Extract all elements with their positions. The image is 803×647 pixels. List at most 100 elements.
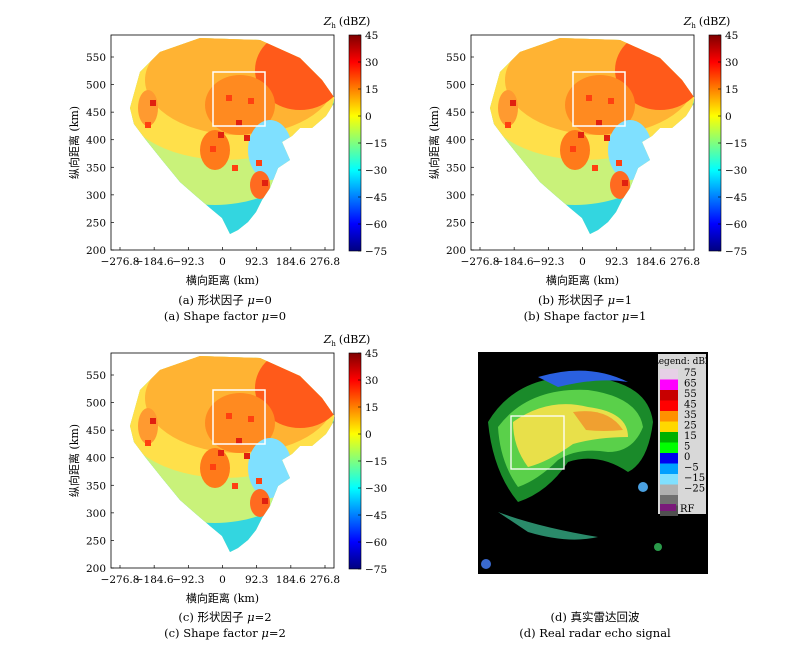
- radar-legend-swatch-4: [660, 411, 678, 422]
- radar-legend-value-1: 65: [684, 379, 697, 390]
- colorbar-title-b: Zh (dBZ): [683, 15, 731, 30]
- x-tick-label-a-6: 276.8: [310, 256, 340, 268]
- colorbar-tick-label-b-3: 0: [725, 111, 732, 123]
- radar-logo-icon: [481, 559, 491, 569]
- colorbar-tick-label-b-0: 45: [725, 30, 738, 42]
- colorbar-tick-label-b-1: 30: [725, 57, 738, 69]
- caption-b-cn-val: =1: [615, 293, 633, 307]
- colorbar-tick-label-b-7: −60: [725, 219, 747, 231]
- y-axis-label-c: 纵向距离 (km): [67, 424, 81, 497]
- y-tick-label-c-1: 500: [86, 398, 106, 410]
- colorbar-tick-label-c-4: −15: [365, 456, 387, 468]
- colorbar-tick-label-c-5: −30: [365, 483, 387, 495]
- radar-legend-value-5: 25: [684, 421, 697, 432]
- y-tick-label-a-2: 450: [86, 107, 106, 119]
- radar-legend-swatch-7: [660, 442, 678, 453]
- x-axis-label-a: 横向距离 (km): [186, 273, 259, 287]
- caption-b-cn-prefix: (b) 形状因子: [537, 293, 608, 307]
- y-tick-label-b-0: 550: [446, 52, 466, 64]
- radar-legend-swatch-5: [660, 421, 678, 432]
- y-tick-label-a-3: 400: [86, 135, 106, 147]
- colorbar-tick-label-b-5: −30: [725, 165, 747, 177]
- colorbar-tick-label-b-4: −15: [725, 138, 747, 150]
- highlight-box-b: [572, 71, 626, 127]
- caption-d-cn: (d) 真实雷达回波: [550, 610, 640, 624]
- colorbar-tick-label-a-3: 0: [365, 111, 372, 123]
- y-tick-label-a-7: 200: [86, 245, 106, 257]
- colorbar-tick-label-c-3: 0: [365, 429, 372, 441]
- radar-legend-value-9: −5: [684, 463, 699, 474]
- radar-legend-swatch-9: [660, 463, 678, 474]
- caption-c-en: (c) Shape factor μ=2: [100, 625, 350, 641]
- highlight-box-a: [212, 71, 266, 127]
- caption-b-en-prefix: (b) Shape factor: [523, 309, 622, 323]
- y-axis-label-a: 纵向距离 (km): [67, 106, 81, 179]
- colorbar-tick-label-c-8: −75: [365, 564, 387, 576]
- y-tick-label-c-3: 400: [86, 453, 106, 465]
- radar-legend-value-8: 0: [684, 452, 690, 463]
- y-tick-label-a-5: 300: [86, 190, 106, 202]
- colorbar-tick-label-a-8: −75: [365, 246, 387, 258]
- y-tick-label-c-5: 300: [86, 508, 106, 520]
- caption-c-cn-val: =2: [254, 610, 272, 624]
- caption-b: (b) 形状因子 μ=1 (b) Shape factor μ=1: [460, 292, 710, 324]
- radar-legend-value-4: 35: [684, 410, 697, 421]
- x-tick-label-b-5: 184.6: [636, 256, 666, 268]
- radar-legend-value-2: 55: [684, 389, 697, 400]
- x-tick-label-c-4: 92.3: [245, 574, 268, 586]
- radar-legend-swatch-11: [660, 484, 678, 495]
- caption-d-en: (d) Real radar echo signal: [519, 626, 671, 640]
- colorbar-tick-label-a-6: −45: [365, 192, 387, 204]
- y-tick-label-b-4: 350: [446, 162, 466, 174]
- colorbar-tick-label-a-0: 45: [365, 30, 378, 42]
- caption-a-en-prefix: (a) Shape factor: [163, 309, 262, 323]
- y-tick-label-b-1: 500: [446, 80, 466, 92]
- x-tick-label-b-3: 0: [579, 256, 586, 268]
- colorbar-tick-label-c-6: −45: [365, 510, 387, 522]
- x-tick-label-a-2: −92.3: [172, 256, 204, 268]
- colorbar-tick-label-c-2: 15: [365, 402, 378, 414]
- plot-b: −276.8−184.6−92.3 0 92.3 184.6 276.8 550 500 45…: [427, 15, 747, 287]
- radar-legend-value-11: −25: [684, 484, 705, 495]
- x-tick-label-a-1: −184.6: [135, 256, 174, 268]
- radar-legend-swatch-12: [660, 495, 678, 506]
- highlight-box-c: [212, 389, 266, 445]
- x-tick-label-b-1: −184.6: [495, 256, 534, 268]
- y-tick-label-c-4: 350: [86, 480, 106, 492]
- colorbar-tick-label-c-7: −60: [365, 537, 387, 549]
- y-tick-label-c-0: 550: [86, 370, 106, 382]
- x-tick-label-b-6: 276.8: [670, 256, 700, 268]
- x-tick-label-c-5: 184.6: [276, 574, 306, 586]
- caption-d: (d) 真实雷达回波 (d) Real radar echo signal: [470, 609, 720, 641]
- caption-c-cn: (c) 形状因子 μ=2: [100, 609, 350, 625]
- colorbar-tick-label-a-7: −60: [365, 219, 387, 231]
- colorbar-tick-label-c-1: 30: [365, 375, 378, 387]
- y-tick-label-c-6: 250: [86, 535, 106, 547]
- y-axis-label-b: 纵向距离 (km): [427, 106, 441, 179]
- y-tick-label-c-2: 450: [86, 425, 106, 437]
- colorbar-title-a: Zh (dBZ): [323, 15, 371, 30]
- x-tick-label-a-5: 184.6: [276, 256, 306, 268]
- panel-d: Legend: dBZ 75 65 55 45 35 25 15 5 0 −5 −15 −25 RF: [478, 352, 711, 574]
- caption-c-cn-prefix: (c) 形状因子: [178, 610, 248, 624]
- panel-c: −276.8 −184.6 −92.3 0 92.3 184.6 276.8 550 500 45…: [0, 318, 400, 643]
- x-tick-label-c-6: 276.8: [310, 574, 340, 586]
- y-tick-label-b-5: 300: [446, 190, 466, 202]
- y-tick-label-b-7: 200: [446, 245, 466, 257]
- x-tick-label-c-3: 0: [219, 574, 226, 586]
- y-tick-label-a-6: 250: [86, 217, 106, 229]
- x-axis-label-b: 横向距离 (km): [546, 273, 619, 287]
- radar-legend-swatch-6: [660, 432, 678, 443]
- radar-legend-value-0: 75: [684, 368, 697, 379]
- caption-a-cn: (a) 形状因子 μ=0: [100, 292, 350, 308]
- y-tick-label-a-4: 350: [86, 162, 106, 174]
- x-tick-label-a-0: −276.8: [101, 256, 140, 268]
- y-tick-label-b-6: 250: [446, 217, 466, 229]
- radar-legend-swatch-1: [660, 379, 678, 390]
- radar-highlight-box: [510, 415, 565, 470]
- y-tick-label-a-0: 550: [86, 52, 106, 64]
- radar-legend-rf-label: RF: [680, 504, 695, 515]
- x-tick-label-c-1: −184.6: [135, 574, 174, 586]
- radar-legend-title: Legend: dBZ: [653, 357, 708, 367]
- caption-a-cn-val: =0: [254, 293, 272, 307]
